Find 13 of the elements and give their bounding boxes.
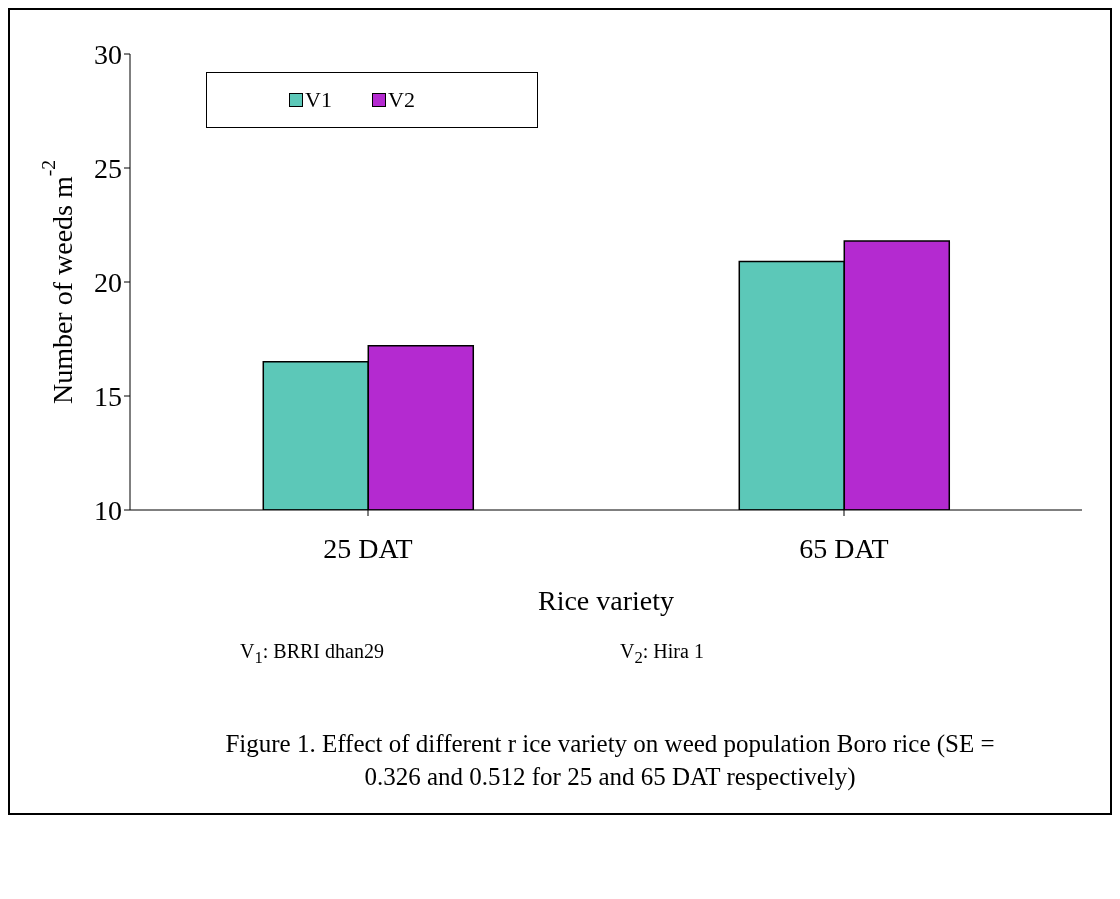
caption: Figure 1. Effect of different r ice variety on weed population Boro rice (SE = 0.326 and 0.512 for 25 and 65 DAT respectively) [224, 729, 996, 793]
x-tick-label: 25 DAT [323, 532, 413, 564]
legend-label: V2 [388, 87, 415, 113]
y-tick-label: 15 [94, 380, 122, 412]
y-tick-label: 25 [94, 152, 122, 184]
text: V$_{1}$: BRRI dhan29 [240, 640, 385, 668]
legend-label: V1 [305, 87, 332, 113]
x-tick-label: 65 DAT [799, 532, 889, 564]
y-tick-label: 10 [94, 494, 122, 526]
x-axis-title: Rice variety [537, 585, 675, 616]
y-tick-label: 30 [94, 38, 122, 70]
y-tick-label: 20 [94, 266, 122, 298]
text: V$_{2}$: Hira 1 [620, 640, 705, 668]
